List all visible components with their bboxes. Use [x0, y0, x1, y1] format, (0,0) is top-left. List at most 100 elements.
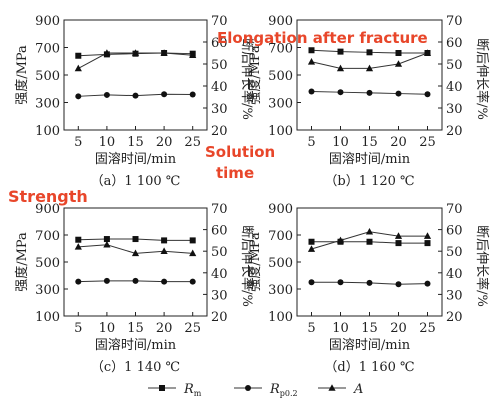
- y-right-tick-label: 20: [211, 124, 228, 139]
- x-tick-label: 5: [307, 135, 315, 150]
- data-point-triangle: [103, 240, 111, 248]
- x-tick-label: 25: [419, 321, 436, 336]
- x-tick-label: 10: [332, 321, 349, 336]
- y-tick-label: 700: [268, 42, 293, 57]
- data-point-triangle: [394, 232, 403, 239]
- chart-panel-3: 100 300 500 700 900 20 30 40 50 60 70 5 10 15 20 25 固溶时间…: [14, 202, 255, 375]
- y-right-tick-label: 40: [211, 267, 228, 282]
- y-axis-label: 强度/MPa: [247, 232, 263, 292]
- x-tick-label: 10: [99, 321, 116, 336]
- data-point-triangle: [307, 245, 316, 252]
- x-tick-label: 5: [74, 135, 82, 150]
- data-point-circle: [103, 91, 110, 98]
- data-point-square: [395, 240, 402, 247]
- y-right-tick-label: 20: [211, 310, 228, 325]
- y-tick-label: 500: [35, 256, 60, 271]
- x-tick-label: 20: [156, 321, 173, 336]
- data-point-square: [395, 50, 402, 56]
- legend-label: Rp0.2: [269, 382, 298, 398]
- y-right-axis-label: 断后伸长率/%: [474, 38, 490, 120]
- legend: Rm Rp0.2 A: [148, 382, 363, 398]
- y-right-axis-label: 断后伸长率/%: [239, 38, 255, 120]
- y-right-tick-label: 50: [211, 245, 228, 260]
- data-point-circle: [366, 279, 373, 286]
- y-tick-label: 100: [35, 310, 60, 325]
- x-tick-label: 15: [361, 135, 378, 150]
- data-point-triangle: [307, 58, 316, 65]
- data-point-circle: [103, 277, 110, 284]
- y-tick-label: 100: [35, 124, 60, 139]
- data-point-circle: [132, 277, 139, 284]
- y-right-tick-label: 60: [446, 224, 463, 239]
- y-right-tick-label: 50: [446, 58, 463, 73]
- y-right-tick-label: 70: [211, 14, 228, 29]
- legend-label: Rm: [183, 382, 202, 398]
- plot-frame: [63, 207, 208, 317]
- data-point-triangle: [131, 249, 140, 257]
- y-tick-label: 900: [268, 14, 293, 29]
- data-point-triangle: [160, 49, 168, 56]
- data-point-triangle: [189, 51, 197, 58]
- data-point-triangle: [160, 247, 168, 254]
- y-right-tick-label: 50: [211, 58, 228, 73]
- data-point-circle: [395, 90, 402, 97]
- data-point-triangle: [423, 49, 432, 56]
- data-point-circle: [161, 278, 168, 285]
- x-axis-label: 固溶时间/min: [329, 152, 411, 167]
- data-point-circle: [366, 89, 373, 96]
- y-right-tick-label: 30: [446, 288, 463, 303]
- x-tick-label: 10: [332, 135, 349, 150]
- y-right-tick-label: 20: [446, 124, 463, 139]
- y-tick-label: 700: [35, 229, 60, 244]
- x-axis-label: 固溶时间/min: [329, 338, 411, 353]
- data-point-square: [366, 238, 373, 245]
- data-point-circle: [132, 92, 139, 99]
- plot-frame: [296, 207, 443, 317]
- data-point-square: [75, 236, 82, 243]
- panel-caption: （b）1 120 ℃: [324, 174, 414, 189]
- data-point-triangle: [365, 227, 374, 235]
- panel-caption: （d）1 160 ℃: [324, 360, 414, 375]
- data-point-square: [308, 238, 315, 245]
- x-tick-label: 25: [184, 135, 201, 150]
- y-right-tick-label: 60: [446, 36, 463, 51]
- data-point-triangle: [189, 249, 197, 257]
- y-tick-label: 100: [268, 124, 293, 139]
- chart-panel-1: 100 300 500 700 900 20 30 40 50 60 70 5 10 15 20 25 固溶时间…: [14, 14, 255, 189]
- legend-marker-circle: [245, 385, 251, 391]
- data-point-circle: [337, 279, 344, 286]
- legend-marker-square: [159, 385, 165, 391]
- x-tick-label: 15: [361, 321, 378, 336]
- y-tick-label: 500: [268, 256, 293, 271]
- data-point-circle: [75, 278, 82, 285]
- annotation-solution-line2: time: [216, 164, 255, 182]
- plot-frame: [63, 19, 208, 131]
- x-tick-label: 5: [74, 321, 82, 336]
- data-point-square: [366, 49, 373, 56]
- legend-marker-triangle: [328, 384, 336, 391]
- data-point-square: [75, 52, 82, 59]
- x-tick-label: 25: [419, 135, 436, 150]
- y-right-axis-label: 断后伸长率/%: [474, 225, 490, 307]
- x-tick-label: 25: [184, 321, 201, 336]
- data-point-triangle: [336, 236, 345, 244]
- annotation-elongation: Elongation after fracture: [217, 29, 428, 47]
- y-axis-label: 强度/MPa: [14, 232, 30, 292]
- x-tick-label: 20: [156, 135, 173, 150]
- data-point-triangle: [131, 49, 140, 56]
- data-point-circle: [424, 280, 431, 287]
- y-right-tick-label: 30: [211, 288, 228, 303]
- x-tick-label: 15: [127, 321, 144, 336]
- data-point-square: [424, 240, 431, 247]
- y-right-axis-label: 断后伸长率/%: [239, 225, 255, 307]
- panel-caption: （c）1 140 ℃: [91, 360, 180, 375]
- y-right-tick-label: 50: [446, 245, 463, 260]
- y-tick-label: 300: [268, 97, 293, 112]
- data-point-circle: [75, 93, 82, 100]
- y-tick-label: 300: [35, 283, 60, 298]
- data-point-circle: [395, 281, 402, 288]
- data-point-triangle: [394, 60, 403, 67]
- y-tick-label: 700: [35, 42, 60, 57]
- data-point-triangle: [103, 49, 111, 56]
- x-axis-label: 固溶时间/min: [95, 152, 177, 167]
